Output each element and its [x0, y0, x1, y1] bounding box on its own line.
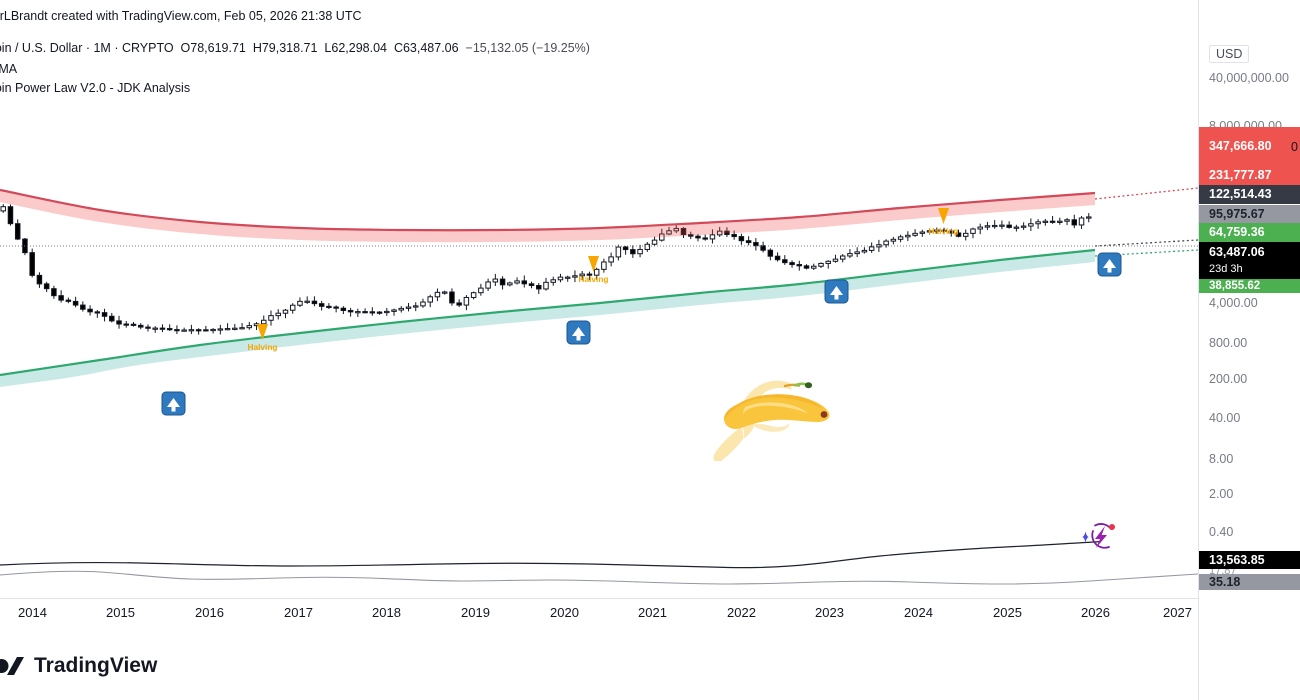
svg-text:Halving: Halving [248, 342, 278, 352]
svg-text:Halving: Halving [579, 274, 609, 284]
svg-text:Halving: Halving [929, 226, 959, 236]
